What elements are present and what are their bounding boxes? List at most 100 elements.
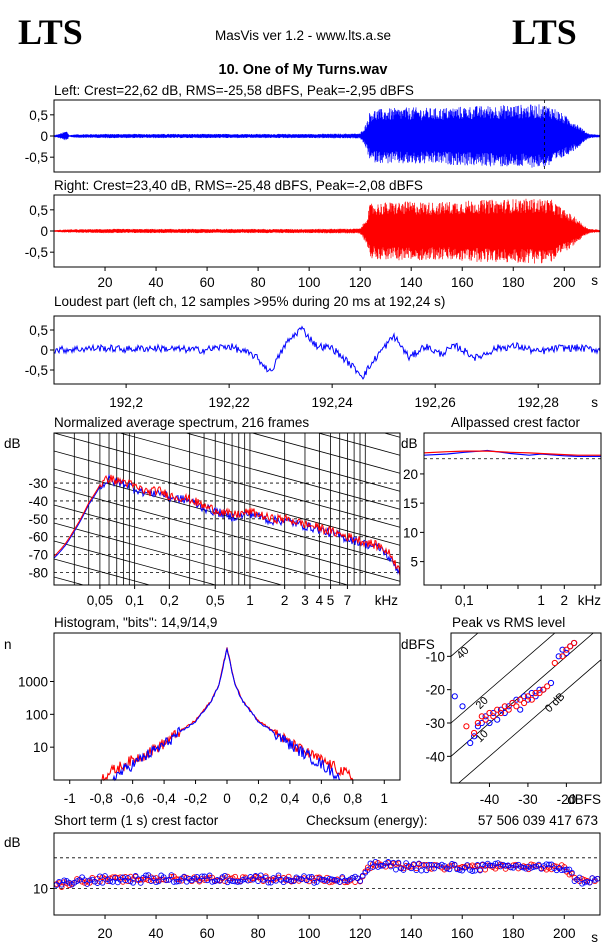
crest-factor-series-left [423, 449, 601, 457]
short-term-crest-point-left [316, 875, 323, 882]
spectrum-grid [54, 433, 400, 585]
peak-rms-point-left [555, 653, 562, 660]
loudest-part-xtick-label: 192,26 [415, 395, 456, 410]
loudest-part-ytick-label: -0,5 [25, 363, 48, 378]
histogram-xtick-label: 0 [223, 791, 231, 806]
spectrum-slope-line [250, 433, 400, 474]
spectrum-ytick-label: -70 [28, 548, 48, 563]
histogram-xtick-label: -0,2 [184, 791, 207, 806]
peak-rms-point-left [559, 646, 566, 653]
short-term-crest-point-left [268, 879, 274, 886]
peak-rms-ytick-label: -20 [425, 683, 445, 698]
peak-rms-point-right [474, 719, 481, 727]
short-term-crest-point-left [444, 865, 450, 872]
short-term-crest-point-left [61, 877, 68, 884]
peak-rms-point-right [567, 643, 574, 650]
peak-rms-crest-label: 20 [474, 695, 491, 712]
peak-rms-point-left [482, 713, 489, 720]
spectrum-slope-line [54, 558, 151, 585]
short-term-crest-point-left [548, 861, 555, 868]
short-term-crest-point-left [512, 863, 519, 869]
right_waveform-xtick-label: 140 [400, 275, 423, 290]
peak-rms-xtick-label: -30 [518, 792, 538, 807]
short-term-crest-point-left [165, 877, 172, 883]
right_waveform-ytick-label: 0,5 [29, 203, 48, 218]
short-term-crest-point-left [530, 864, 537, 870]
crest-factor-plot: 20 15 10 5 0,1 1 2 [403, 449, 601, 608]
spectrum-frame [53, 432, 401, 586]
short-term-crest-point-left [451, 861, 458, 868]
peak-rms-point-left [494, 716, 501, 723]
peak-rms-point-left [467, 739, 474, 747]
peak-rms-point-left [471, 733, 478, 740]
short-term-crest-point-left [336, 879, 343, 885]
short-term-crest-point-left [199, 873, 205, 880]
spectrum-slope-line [184, 433, 400, 492]
left_waveform-frame [53, 99, 601, 173]
crest-factor-title: Allpassed crest factor [451, 415, 581, 430]
loudest-part-ytick-label: 0 [40, 343, 48, 358]
crest-factor-ytick-label: 20 [403, 467, 418, 482]
short-term-crest-point-left [395, 859, 402, 866]
spectrum-plot: -30 -40 -50 -60 -70 -80 0,05 0,1 0,2 0,5 1 2 3 4 5 7 [28, 433, 400, 608]
short-term-crest-point-left [206, 872, 213, 879]
short-term-crest-point-left [143, 872, 149, 879]
loudest-part-frame [53, 315, 601, 385]
short-term-crest-xunit: s [591, 930, 598, 945]
crest-factor-xunit: kHz [578, 593, 601, 608]
spectrum-ytick-label: -80 [28, 565, 48, 580]
short-term-crest-point-left [250, 876, 256, 883]
short-term-crest-point-left [130, 879, 136, 886]
short-term-crest-point-left [321, 877, 328, 883]
short-term-crest-point-left [387, 863, 394, 870]
short-term-crest-point-left [535, 861, 542, 868]
histogram-xtick-label: -0,4 [152, 791, 176, 806]
short-term-crest-point-left [426, 862, 432, 868]
peak-rms-point-right [486, 709, 493, 717]
short-term-crest-point-left [173, 878, 180, 885]
short-term-crest-point-left [311, 880, 318, 886]
short-term-crest-point-left [579, 880, 585, 887]
crest-factor-series-right [423, 450, 601, 456]
spectrum-xtick-label: 4 [316, 593, 324, 608]
peak-rms-point-left [505, 703, 512, 710]
peak-rms-point-right [505, 706, 512, 713]
histogram-xtick-label: 0,6 [312, 791, 331, 806]
short-term-crest-xtick-label: 120 [349, 926, 372, 941]
histogram-ylabel: n [4, 637, 12, 652]
histogram-series-right [54, 647, 400, 782]
short-term-crest-xtick-label: 40 [149, 926, 164, 941]
short-term-crest-point-left [502, 863, 509, 869]
short-term-crest-point-left [377, 863, 384, 869]
spectrum-slope-line [54, 450, 400, 546]
short-term-crest-point-left [364, 867, 371, 873]
loudest-part-xunit: s [591, 395, 598, 410]
file-title: 10. One of My Turns.wav [219, 62, 388, 78]
short-term-crest-point-right [125, 878, 131, 885]
checksum-label: Checksum (energy): [306, 813, 428, 828]
short-term-crest-point-left [446, 866, 453, 873]
short-term-crest-point-left [375, 864, 381, 870]
short-term-crest-ytick-label: 10 [33, 882, 48, 897]
right_waveform-plot: 0,5 0 -0,5 20 40 60 80 100 120 140 160 180 200 [25, 198, 601, 290]
short-term-crest-point-left [107, 878, 113, 885]
short-term-crest-point-left [487, 862, 494, 869]
loudest-part-title: Loudest part (left ch, 12 samples >95% d… [54, 294, 445, 309]
crest-factor-xtick-label: 0,1 [455, 593, 474, 608]
peak-rms-point-right [524, 693, 532, 700]
short-term-crest-point-left [329, 876, 335, 883]
short-term-crest-point-left [216, 878, 223, 884]
peak-rms-crest-line [458, 659, 601, 783]
peak-rms-point-left [474, 723, 481, 730]
short-term-crest-point-left [145, 872, 152, 878]
spectrum-slope-line [54, 486, 400, 582]
crest-factor-ytick-label: 5 [410, 555, 418, 570]
short-term-crest-point-left [308, 874, 315, 880]
short-term-crest-point-left [400, 867, 407, 873]
short-term-crest-point-left [326, 875, 333, 882]
short-term-crest-point-left [262, 874, 269, 881]
spectrum-ylabel: dB [4, 436, 21, 451]
loudest-part-xtick-label: 192,24 [312, 395, 354, 410]
short-term-crest-point-left [222, 872, 228, 879]
